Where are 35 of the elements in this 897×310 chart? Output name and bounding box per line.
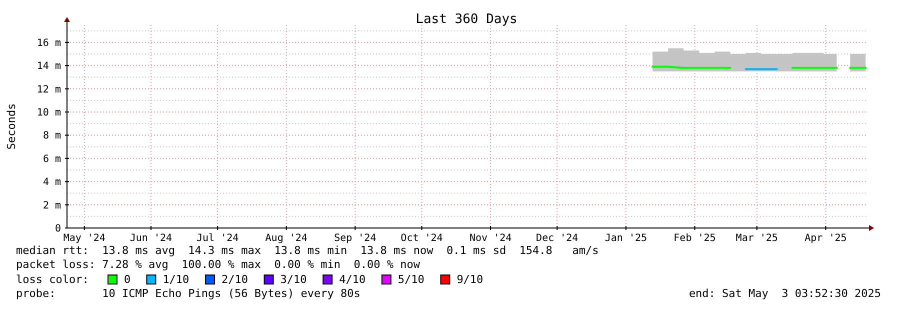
y-axis-title: Seconds bbox=[5, 103, 18, 150]
x-tick-label: Nov '24 bbox=[469, 233, 512, 244]
y-tick-label: 6 m bbox=[42, 154, 61, 165]
legend-label: 2/10 bbox=[222, 273, 248, 286]
x-tick-label: Feb '25 bbox=[674, 233, 716, 244]
text: end: Sat May 3 03:52:30 2025 bbox=[688, 287, 881, 300]
legend-label: 1/10 bbox=[162, 273, 190, 286]
legend-label: 3/10 bbox=[280, 273, 307, 286]
y-tick-label: 0 bbox=[54, 224, 61, 234]
legend-title: loss color: bbox=[16, 273, 89, 286]
legend-label: 0 bbox=[124, 273, 131, 286]
text: probe: 10 ICMP Echo Pings (56 Bytes) every 80s bbox=[16, 287, 360, 300]
y-tick-label: 16 m bbox=[36, 38, 61, 49]
x-tick-label: Jun '24 bbox=[130, 233, 172, 244]
x-tick-label: Jul '24 bbox=[196, 233, 239, 244]
chart-title: Last 360 Days bbox=[416, 12, 518, 27]
text: packet loss: 7.28 % avg 100.00 % max 0.00 % min 0.00 % now bbox=[16, 258, 420, 271]
legend-label: 5/10 bbox=[398, 273, 424, 286]
y-tick-label: 10 m bbox=[36, 108, 61, 118]
y-tick-label: 12 m bbox=[36, 84, 61, 96]
x-tick-label: Aug '24 bbox=[265, 233, 308, 244]
y-tick-label: 8 m bbox=[42, 130, 61, 142]
x-tick-label: Oct '24 bbox=[400, 233, 443, 244]
x-tick-label: Sep '24 bbox=[334, 233, 376, 244]
x-tick-label: Apr '25 bbox=[804, 233, 847, 244]
x-tick-label: May '24 bbox=[63, 233, 106, 244]
x-tick-label: Mar '25 bbox=[736, 233, 778, 244]
x-tick-label: Dec '24 bbox=[536, 233, 578, 244]
legend-label: 4/10 bbox=[339, 273, 366, 286]
y-tick-label: 2 m bbox=[42, 200, 61, 212]
y-tick-label: 4 m bbox=[42, 177, 61, 188]
legend-label: 9/10 bbox=[456, 273, 484, 286]
text: median rtt: 13.8 ms avg 14.3 ms max 13.8 ms min 13.8 ms now 0.1 ms sd 154.8 am/s bbox=[16, 244, 599, 257]
y-tick-label: 14 m bbox=[36, 61, 61, 72]
x-tick-label: Jan '25 bbox=[604, 233, 648, 244]
